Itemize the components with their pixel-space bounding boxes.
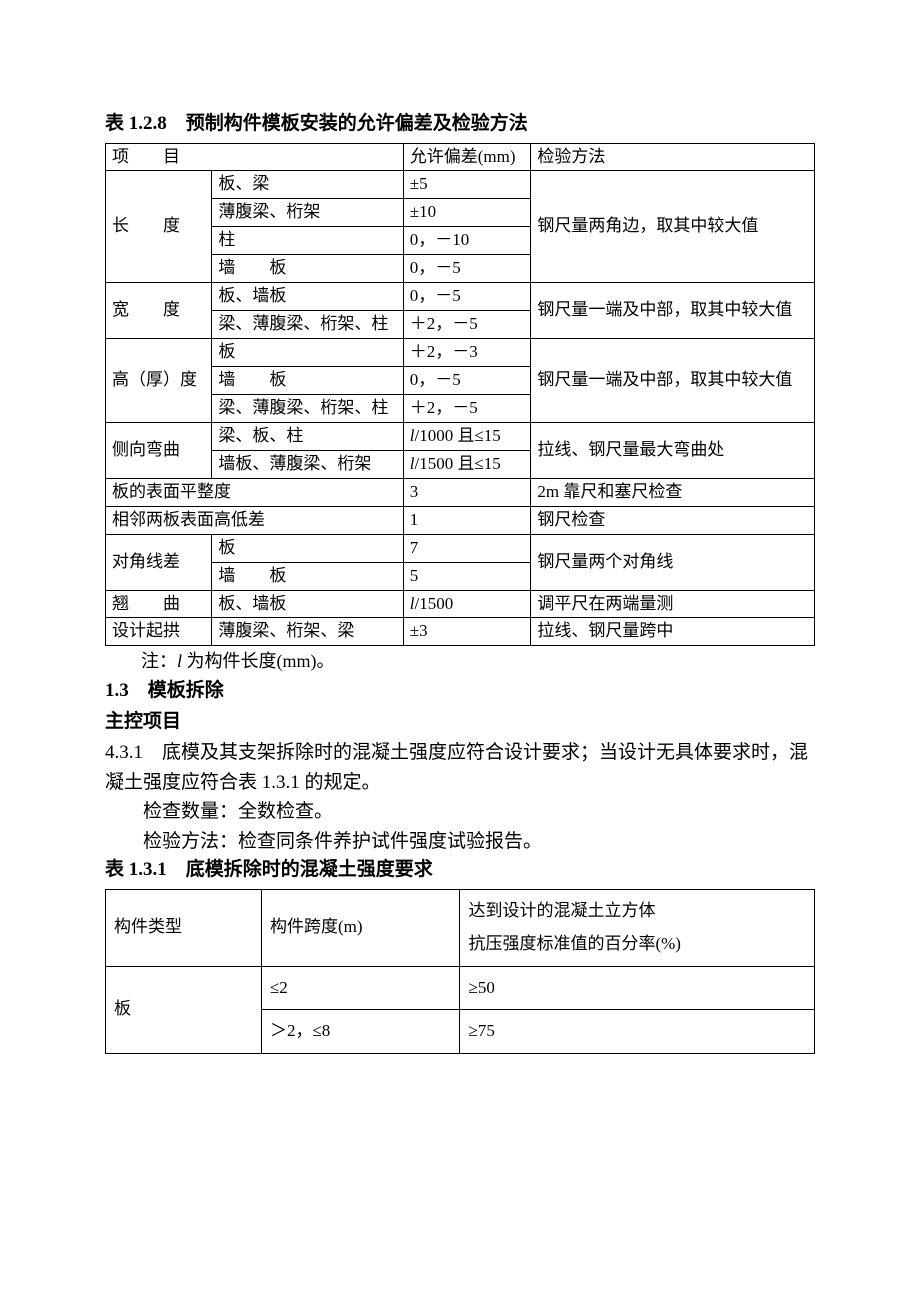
table-row: 宽 度 板、墙板 0，－5 钢尺量一端及中部，取其中较大值 [106, 283, 815, 311]
cell-label: 长 度 [106, 171, 212, 283]
header-cell: 构件类型 [106, 889, 262, 966]
cell: 薄腹梁、桁架、梁 [212, 618, 403, 646]
table-row: 侧向弯曲 梁、板、柱 l/1000 且≤15 拉线、钢尺量最大弯曲处 [106, 422, 815, 450]
cell-method: 钢尺量两角边，取其中较大值 [531, 171, 815, 283]
cell: 0，－5 [403, 255, 531, 283]
cell: 板、墙板 [212, 590, 403, 618]
cell: ±3 [403, 618, 531, 646]
table-2-title: 表 1.3.1 底模拆除时的混凝土强度要求 [105, 856, 815, 885]
cell: ≥75 [460, 1010, 815, 1054]
cell-label: 设计起拱 [106, 618, 212, 646]
cell: ＋2，－5 [403, 394, 531, 422]
cell: 墙 板 [212, 255, 403, 283]
cell-method: 拉线、钢尺量跨中 [531, 618, 815, 646]
table-2: 构件类型 构件跨度(m) 达到设计的混凝土立方体 抗压强度标准值的百分率(%) … [105, 889, 815, 1055]
table-row: 项 目 允许偏差(mm) 检验方法 [106, 143, 815, 171]
cell-method: 钢尺检查 [531, 506, 815, 534]
cell-label: 板的表面平整度 [106, 478, 404, 506]
table-1-title: 表 1.2.8 预制构件模板安装的允许偏差及检验方法 [105, 110, 815, 139]
cell: 1 [403, 506, 531, 534]
cell: 板 [212, 534, 403, 562]
section-1-3-title: 1.3 模板拆除 [105, 677, 815, 706]
cell: 0，－5 [403, 367, 531, 395]
cell: 墙 板 [212, 367, 403, 395]
header-cell: 检验方法 [531, 143, 815, 171]
table-row: 长 度 板、梁 ±5 钢尺量两角边，取其中较大值 [106, 171, 815, 199]
header-cell: 达到设计的混凝土立方体 抗压强度标准值的百分率(%) [460, 889, 815, 966]
cell: ＋2，－3 [403, 339, 531, 367]
cell: ±5 [403, 171, 531, 199]
cell-label: 翘 曲 [106, 590, 212, 618]
cell: 板、梁 [212, 171, 403, 199]
table-1: 项 目 允许偏差(mm) 检验方法 长 度 板、梁 ±5 钢尺量两角边，取其中较… [105, 143, 815, 647]
header-cell: 项 目 [106, 143, 404, 171]
table-row: 高（厚）度 板 ＋2，－3 钢尺量一端及中部，取其中较大值 [106, 339, 815, 367]
cell: ≤2 [261, 966, 460, 1010]
table-row: 设计起拱 薄腹梁、桁架、梁 ±3 拉线、钢尺量跨中 [106, 618, 815, 646]
cell-method: 拉线、钢尺量最大弯曲处 [531, 422, 815, 478]
section-main-control: 主控项目 [105, 708, 815, 737]
cell-label: 宽 度 [106, 283, 212, 339]
cell: 梁、薄腹梁、桁架、柱 [212, 394, 403, 422]
cell: 柱 [212, 227, 403, 255]
cell-method: 钢尺量一端及中部，取其中较大值 [531, 283, 815, 339]
cell: 7 [403, 534, 531, 562]
paragraph: 4.3.1 底模及其支架拆除时的混凝土强度应符合设计要求；当设计无具体要求时，混… [105, 738, 815, 797]
cell: ＞2，≤8 [261, 1010, 460, 1054]
cell-label: 相邻两板表面高低差 [106, 506, 404, 534]
cell: ≥50 [460, 966, 815, 1010]
table-row: 对角线差 板 7 钢尺量两个对角线 [106, 534, 815, 562]
cell-method: 2m 靠尺和塞尺检查 [531, 478, 815, 506]
paragraph: 检验方法：检查同条件养护试件强度试验报告。 [105, 827, 815, 856]
cell: 梁、薄腹梁、桁架、柱 [212, 311, 403, 339]
cell-label: 对角线差 [106, 534, 212, 590]
paragraph: 检查数量：全数检查。 [105, 797, 815, 826]
cell: 梁、板、柱 [212, 422, 403, 450]
cell: 墙 板 [212, 562, 403, 590]
cell: 墙板、薄腹梁、桁架 [212, 450, 403, 478]
cell-label: 高（厚）度 [106, 339, 212, 423]
cell: 薄腹梁、桁架 [212, 199, 403, 227]
header-cell: 构件跨度(m) [261, 889, 460, 966]
cell: l/1000 且≤15 [403, 422, 531, 450]
cell: l/1500 且≤15 [403, 450, 531, 478]
table-1-note: 注：l 为构件长度(mm)。 [105, 648, 815, 675]
cell: 5 [403, 562, 531, 590]
cell-label: 侧向弯曲 [106, 422, 212, 478]
cell: 3 [403, 478, 531, 506]
cell-label: 板 [106, 966, 262, 1054]
cell: ±10 [403, 199, 531, 227]
cell: ＋2，－5 [403, 311, 531, 339]
cell: l/1500 [403, 590, 531, 618]
table-row: 板 ≤2 ≥50 [106, 966, 815, 1010]
table-row: 翘 曲 板、墙板 l/1500 调平尺在两端量测 [106, 590, 815, 618]
cell-method: 钢尺量两个对角线 [531, 534, 815, 590]
header-cell: 允许偏差(mm) [403, 143, 531, 171]
cell: 0，－5 [403, 283, 531, 311]
cell-method: 钢尺量一端及中部，取其中较大值 [531, 339, 815, 423]
table-row: 板的表面平整度 3 2m 靠尺和塞尺检查 [106, 478, 815, 506]
cell-method: 调平尺在两端量测 [531, 590, 815, 618]
cell: 板 [212, 339, 403, 367]
cell: 板、墙板 [212, 283, 403, 311]
table-row: 相邻两板表面高低差 1 钢尺检查 [106, 506, 815, 534]
table-row: 构件类型 构件跨度(m) 达到设计的混凝土立方体 抗压强度标准值的百分率(%) [106, 889, 815, 966]
cell: 0，－10 [403, 227, 531, 255]
